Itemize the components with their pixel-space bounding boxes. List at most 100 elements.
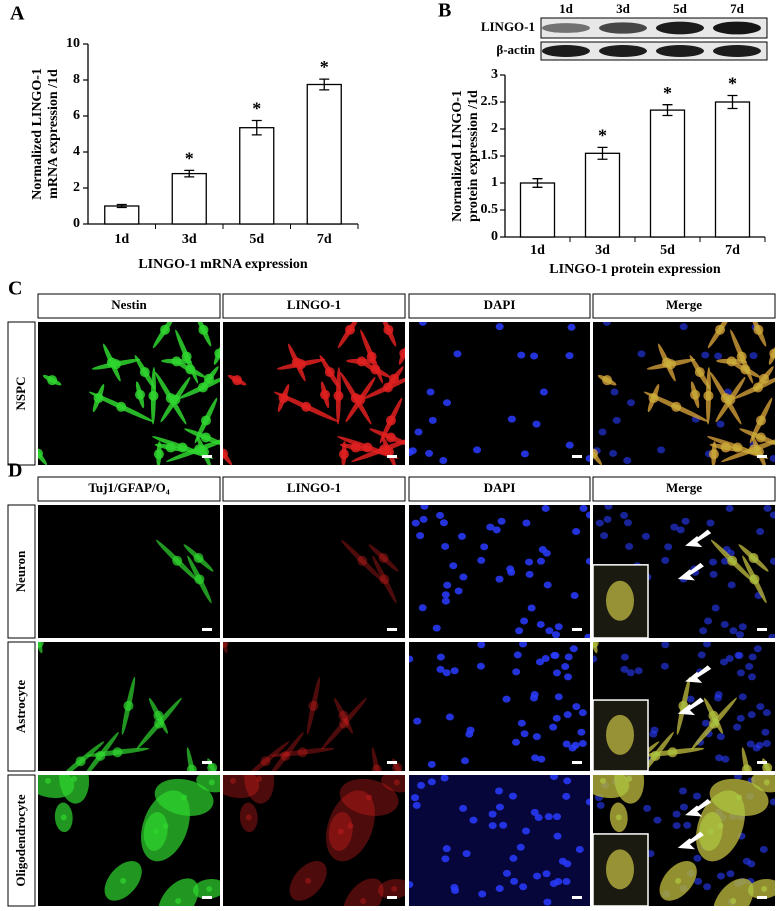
y-axis-title: Normalized LINGO-1 [450, 90, 465, 222]
arrow [677, 697, 704, 716]
nucleus [552, 669, 561, 677]
nucleus [694, 877, 703, 885]
scale-bar [387, 761, 397, 764]
nucleus [578, 740, 587, 748]
y-tick-label: 2 [491, 121, 498, 136]
nucleus [512, 668, 521, 676]
column-header: Tuj1/GFAP/O₄ [88, 480, 169, 495]
nucleus [676, 526, 685, 534]
nucleus [554, 623, 563, 631]
y-tick-label: 0.5 [481, 202, 499, 217]
nucleus [660, 662, 669, 670]
nucleus [661, 642, 670, 649]
micrograph [409, 642, 590, 771]
cell-body [280, 750, 291, 761]
y-tick-label: 0 [73, 216, 80, 231]
nucleus [418, 604, 427, 612]
cell-body [769, 348, 775, 359]
scale-bar [202, 455, 212, 458]
nucleus [536, 620, 545, 628]
micrograph-bg [409, 322, 590, 465]
nucleus [506, 565, 515, 573]
cell-body [385, 432, 396, 443]
cell-body [600, 777, 607, 784]
nucleus [532, 420, 541, 428]
nucleus [553, 813, 562, 821]
cell-body [301, 401, 312, 412]
blot-band [656, 21, 704, 35]
significance: * [728, 74, 737, 94]
nucleus [443, 581, 452, 589]
nucleus [443, 399, 452, 407]
cell [321, 697, 367, 750]
nucleus [530, 808, 539, 816]
cell [270, 747, 335, 757]
nucleus [544, 813, 553, 821]
nucleus [531, 754, 540, 762]
nucleus [495, 803, 504, 811]
bar [519, 182, 556, 238]
cell [289, 861, 327, 901]
nucleus [748, 673, 757, 681]
nucleus [509, 854, 518, 862]
nucleus [729, 627, 738, 635]
nucleus [565, 441, 574, 449]
nucleus [508, 792, 517, 800]
cell-body [339, 718, 350, 729]
cell-body [761, 885, 768, 892]
nucleus [460, 757, 469, 765]
cell-body [172, 555, 183, 566]
nucleus [532, 733, 541, 741]
nucleus [441, 855, 450, 863]
nucleus [537, 755, 546, 763]
y-axis-title: mRNA expression /1d [46, 69, 61, 199]
nucleus [727, 581, 736, 589]
cell-body [366, 351, 377, 362]
cell-body [201, 415, 212, 426]
cell-body [748, 444, 759, 455]
nucleus [436, 511, 445, 519]
nucleus [543, 581, 552, 589]
cell-body [762, 762, 773, 771]
nucleus [692, 792, 701, 800]
nucleus [584, 633, 590, 638]
nucleus [551, 652, 560, 660]
cell-body [362, 442, 373, 453]
error-bar [251, 119, 262, 136]
nucleus [679, 323, 688, 331]
cell-body [148, 390, 159, 401]
nucleus [428, 416, 437, 424]
micrograph [593, 642, 775, 771]
nucleus [521, 827, 530, 835]
lane-label: 5d [673, 1, 688, 16]
scale-bar [202, 896, 212, 899]
error-bar [184, 169, 195, 178]
cell-body [75, 756, 86, 767]
micrograph-bg [223, 775, 405, 906]
nucleus [701, 351, 710, 359]
nucleus [762, 709, 771, 717]
cell-body [206, 885, 213, 892]
arrow [677, 831, 704, 850]
cell-body [694, 367, 705, 378]
nucleus [593, 655, 598, 663]
cell-body [379, 574, 390, 585]
bar [649, 109, 686, 238]
nucleus [641, 532, 650, 540]
nucleus [539, 388, 548, 396]
nucleus [620, 665, 629, 673]
cell-body [116, 401, 127, 412]
cell-body [291, 357, 302, 368]
nucleus [756, 703, 765, 711]
nucleus [565, 352, 574, 360]
nucleus [742, 857, 751, 865]
column-header-box [37, 293, 221, 319]
cell-body [393, 779, 400, 786]
cell-body [753, 324, 764, 335]
lane-label: 1d [559, 1, 574, 16]
nucleus [440, 775, 449, 782]
nucleus [679, 803, 688, 811]
nucleus [441, 591, 450, 599]
cell-body [727, 555, 738, 566]
cell [326, 790, 375, 862]
